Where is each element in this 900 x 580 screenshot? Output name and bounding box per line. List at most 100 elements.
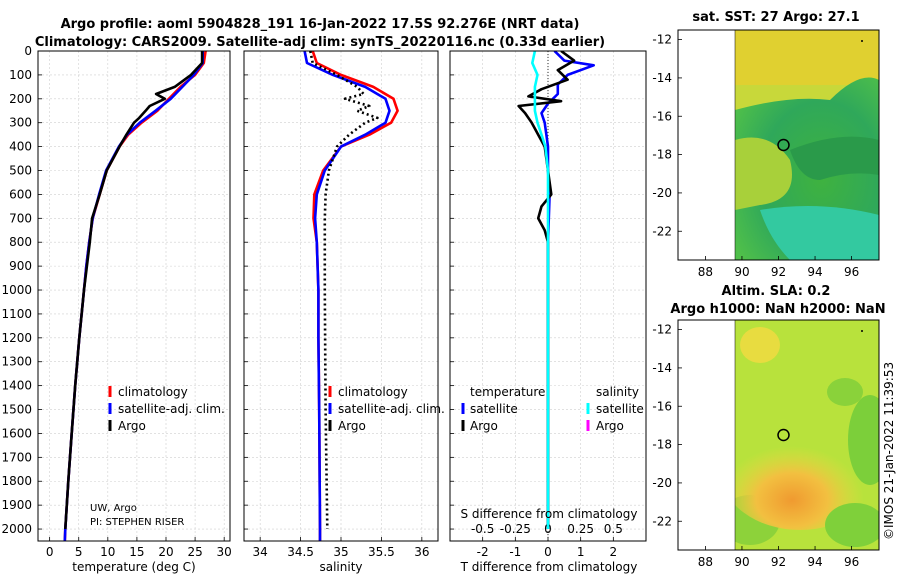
- legend-temp-argo-label: Argo: [470, 419, 498, 433]
- y-tick-label: 100: [9, 68, 32, 82]
- y-tick-label: 300: [9, 116, 32, 130]
- y-tick-label: 1100: [1, 307, 32, 321]
- x-tick-label-top: 0.5: [604, 522, 623, 536]
- map-y-tick-label: -16: [652, 399, 672, 413]
- series-salinity-satellite: [530, 51, 550, 529]
- map-x-tick-label: 92: [771, 555, 786, 569]
- map-y-tick-label: -20: [652, 186, 672, 200]
- map-x-tick-label: 94: [807, 555, 822, 569]
- temperature-axes-box: [37, 50, 231, 542]
- sla-corner-dot: [861, 330, 863, 332]
- sla-map-subtitle: Argo h1000: NaN h2000: NaN: [670, 302, 885, 317]
- series-argo: [64, 51, 204, 530]
- temperature-series: [63, 51, 207, 541]
- temperature-grid: [38, 50, 230, 541]
- legend-satellite-label: satellite-adj. clim.: [338, 402, 445, 416]
- x-tick-label: 1: [577, 545, 585, 559]
- map-x-tick-label: 94: [807, 265, 822, 279]
- sst-y-tick-labels: -12 -14 -16 -18 -20 -22: [652, 33, 682, 238]
- x-tick-label-top: -0.5: [471, 522, 494, 536]
- map-x-tick-label: 90: [734, 555, 749, 569]
- sst-map: sat. SST: 27 Argo: 27.1 88 90 92 94 96 -12-1…: [652, 10, 880, 279]
- sla-y-tick-labels: -12 -14 -16 -18 -20 -22: [652, 323, 682, 528]
- legend-temp-satellite-label: satellite: [470, 402, 518, 416]
- x-tick-label: 35: [333, 545, 348, 559]
- x-tick-label: 34.5: [287, 545, 314, 559]
- y-tick-label: 900: [9, 259, 32, 273]
- map-y-tick-label: -12: [652, 323, 672, 337]
- series-climatology: [63, 51, 207, 541]
- x-tick-label: 34: [253, 545, 268, 559]
- sst-map-title: sat. SST: 27 Argo: 27.1: [692, 10, 859, 25]
- salinity-legend: climatology satellite-adj. clim. Argo: [328, 385, 445, 433]
- salinity-panel: 34 34.5 35 35.5 36 salinity climatology sate…: [243, 50, 445, 574]
- legend-sal-satellite-label: satellite: [596, 402, 644, 416]
- legend-temperature-title: temperature: [470, 385, 545, 399]
- salinity-axes-box: [243, 50, 439, 542]
- x-tick-label: 35.5: [368, 545, 395, 559]
- x-tick-label: -2: [477, 545, 489, 559]
- x-tick-label: 36: [414, 545, 429, 559]
- map-y-tick-label: -18: [652, 438, 672, 452]
- legend-sal-argo-label: Argo: [596, 419, 624, 433]
- map-y-tick-label: -14: [652, 71, 672, 85]
- y-tick-label: 700: [9, 211, 32, 225]
- y-tick-label: 800: [9, 235, 32, 249]
- sla-map-title: Altim. SLA: 0.2: [722, 284, 831, 299]
- y-tick-label: 1600: [1, 426, 32, 440]
- y-tick-label: 1400: [1, 379, 32, 393]
- y-tick-label: 1000: [1, 283, 32, 297]
- legend-climatology-label: climatology: [338, 385, 408, 399]
- map-y-tick-label: -18: [652, 148, 672, 162]
- x-tick-label: -1: [509, 545, 521, 559]
- sst-cold-patch: [760, 206, 879, 260]
- y-tick-label: 1300: [1, 355, 32, 369]
- map-x-tick-label: 88: [698, 555, 713, 569]
- x-tick-label: 2: [610, 545, 618, 559]
- sla-x-tick-labels: 88 90 92 94 96: [698, 546, 859, 569]
- map-y-tick-label: -20: [652, 476, 672, 490]
- y-tick-label: 1800: [1, 474, 32, 488]
- figure-title-line2: Climatology: CARS2009. Satellite-adj cli…: [35, 35, 605, 50]
- legend-argo-label: Argo: [118, 419, 146, 433]
- temperature-panel: 0100200300400500600700800900100011001200…: [1, 44, 231, 574]
- y-tick-label: 1500: [1, 403, 32, 417]
- x-tick-label: 0: [46, 545, 54, 559]
- difference-tick-labels: -2 -1 0 1 2: [477, 545, 617, 559]
- salinity-series: [303, 51, 399, 541]
- map-y-tick-label: -22: [652, 514, 672, 528]
- map-x-tick-label: 96: [844, 265, 859, 279]
- y-tick-label: 200: [9, 92, 32, 106]
- sst-field: [735, 30, 879, 260]
- difference-legend: temperature salinity satellite Argo sate…: [461, 385, 644, 433]
- sla-green-patch-ne: [827, 378, 863, 406]
- imos-watermark: ©IMOS 21-Jan-2022 11:39:53: [882, 362, 896, 540]
- annotation-institution: UW, Argo: [90, 503, 137, 514]
- sla-argo-marker: [777, 428, 790, 442]
- sst-warm-band: [735, 30, 879, 85]
- legend-argo-label: Argo: [338, 419, 366, 433]
- annotation-pi: PI: STEPHEN RISER: [90, 517, 184, 528]
- sla-green-patch-se: [825, 503, 879, 547]
- sla-warm-patch-nw: [740, 327, 780, 363]
- sla-warm-core: [735, 410, 879, 530]
- x-tick-label: 10: [100, 545, 115, 559]
- map-x-tick-label: 88: [698, 265, 713, 279]
- y-tick-label: 1700: [1, 450, 32, 464]
- x-tick-label: 5: [75, 545, 83, 559]
- map-x-tick-label: 90: [734, 265, 749, 279]
- sst-corner-dot: [861, 40, 863, 42]
- map-y-tick-label: -14: [652, 361, 672, 375]
- x-tick-label: 15: [129, 545, 144, 559]
- legend-salinity-title: salinity: [596, 385, 639, 399]
- y-tick-label: 1900: [1, 498, 32, 512]
- y-tick-label: 600: [9, 187, 32, 201]
- map-y-tick-label: -22: [652, 224, 672, 238]
- salinity-grid: [244, 50, 438, 541]
- map-x-tick-label: 92: [771, 265, 786, 279]
- difference-xlabel: T difference from climatology: [460, 560, 638, 574]
- salinity-xlabel: salinity: [319, 560, 362, 574]
- x-tick-label: 30: [217, 545, 232, 559]
- figure-title-line1: Argo profile: aoml 5904828_191 16-Jan-20…: [61, 17, 580, 32]
